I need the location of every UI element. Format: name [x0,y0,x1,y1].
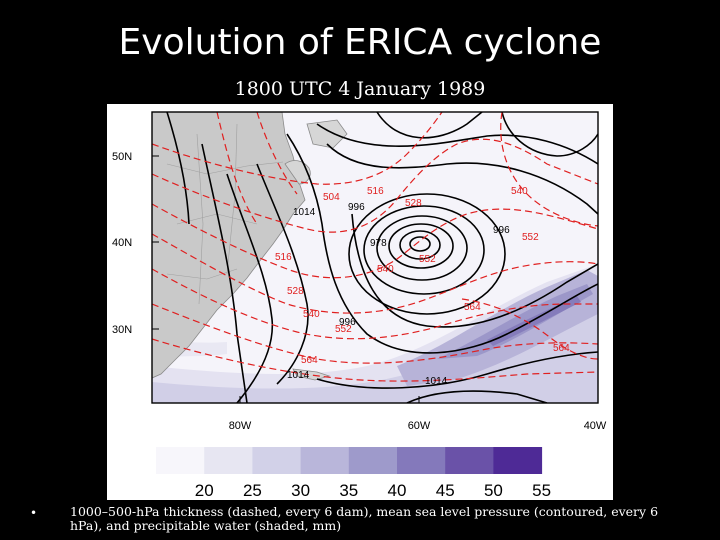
thickness-label: 528 [405,198,422,209]
thickness-label: 504 [323,192,340,203]
colorbar-swatch [252,447,302,474]
thickness-label: 540 [511,186,528,197]
map-frame [151,111,599,404]
pressure-label: 996 [339,317,356,328]
weather-map-figure: 504 516 528 540 552 516 528 540 552 564 … [107,104,613,500]
colorbar-swatch [493,447,543,474]
thickness-label: 552 [335,324,352,335]
colorbar-tick-label: 35 [339,481,358,500]
thickness-labels: 504 516 528 540 552 516 528 540 552 564 … [275,186,570,366]
slide-subtitle: 1800 UTC 4 January 1989 [234,78,486,100]
colorbar-ticks: 20 25 30 35 40 45 50 55 [195,481,551,500]
thickness-label: 540 [377,264,394,275]
pressure-label: 978 [370,238,387,249]
lat-label: 40N [112,237,132,249]
colorbar-swatch [300,447,350,474]
colorbar-tick-label: 20 [195,481,214,500]
figure-caption: 1000–500-hPa thickness (dashed, every 6 … [70,504,659,533]
lat-labels: 50N 40N 30N [112,151,132,336]
lat-label: 30N [112,324,132,336]
thickness-label: 528 [287,286,304,297]
colorbar-tick-label: 25 [243,481,262,500]
colorbar-tick-label: 40 [388,481,407,500]
pressure-label: 996 [348,202,365,213]
lat-label: 50N [112,151,132,163]
colorbar-tick-label: 30 [291,481,310,500]
colorbar [156,447,543,474]
lon-label: 40W [584,420,607,432]
thickness-label: 564 [553,343,570,354]
political-boundaries [166,123,284,305]
colorbar-tick-label: 55 [532,481,551,500]
colorbar-swatch [397,447,446,474]
thickness-label: 564 [464,302,481,313]
colorbar-tick-label: 50 [484,481,503,500]
colorbar-swatch [156,447,205,474]
pressure-label: 1014 [287,370,310,381]
pressure-label: 996 [493,225,510,236]
colorbar-swatch [204,447,253,474]
bullet-marker: • [30,506,38,520]
axis-ticks [152,155,599,403]
pressure-contours [166,112,598,403]
colorbar-swatch [445,447,494,474]
lon-label: 60W [408,420,431,432]
thickness-contours [152,112,598,382]
pressure-label: 1014 [293,207,316,218]
thickness-label: 516 [275,252,292,263]
thickness-label: 552 [419,254,436,265]
weather-map-svg: 504 516 528 540 552 516 528 540 552 564 … [112,111,607,500]
colorbar-swatch [348,447,398,474]
pressure-label: 1014 [425,376,448,387]
thickness-label: 552 [522,232,539,243]
slide-title: Evolution of ERICA cyclone [118,22,602,63]
thickness-label: 516 [367,186,384,197]
colorbar-tick-label: 45 [436,481,455,500]
precipitable-water-shading [152,264,598,403]
lon-labels: 80W 60W 40W [229,420,607,432]
thickness-label: 564 [301,355,318,366]
thickness-label: 540 [303,309,320,320]
pressure-labels: 1014 996 978 996 996 1014 1014 [287,202,510,387]
lon-label: 80W [229,420,252,432]
